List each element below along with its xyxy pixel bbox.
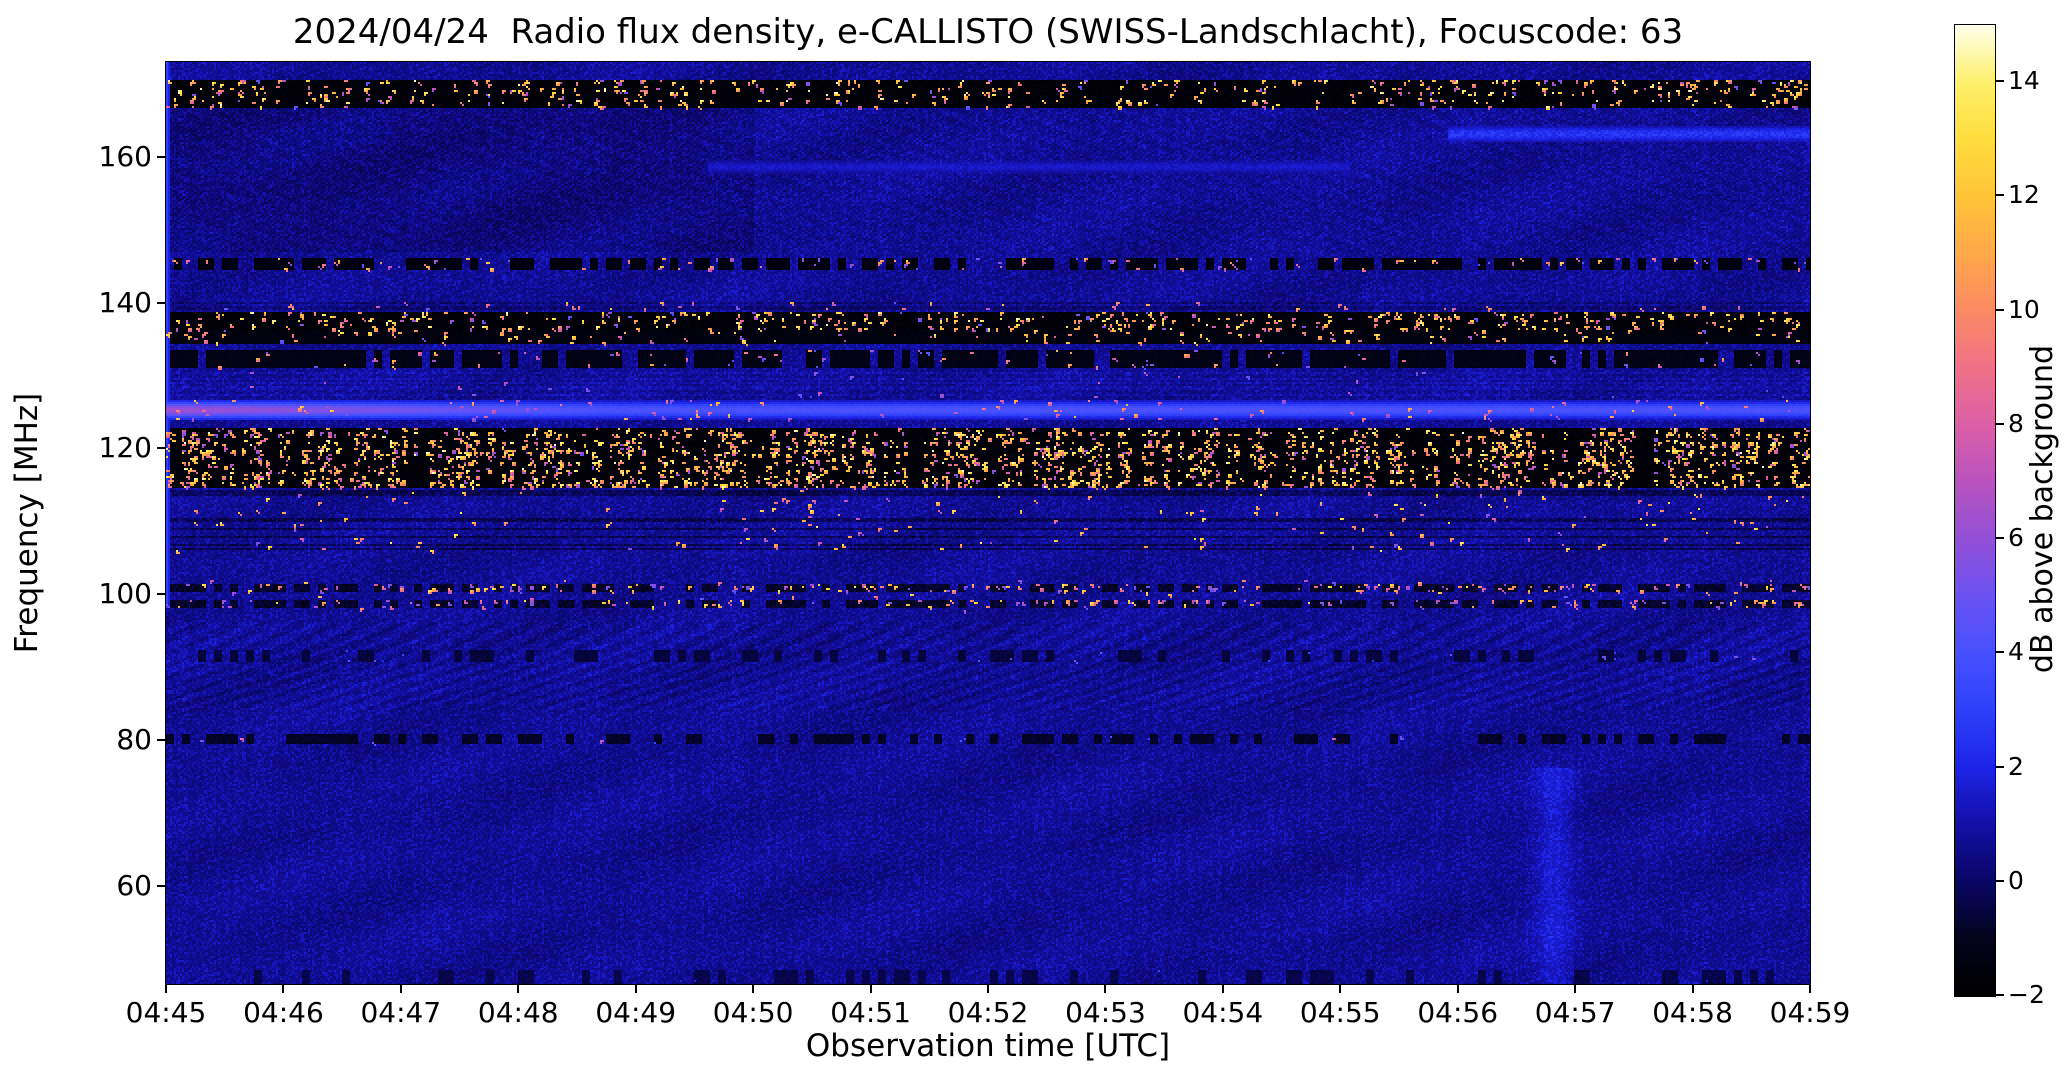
x-tick-label: 04:48 <box>477 996 559 1029</box>
y-tick-label: 160 <box>98 139 152 173</box>
colorbar-tick-mark <box>1996 80 2004 83</box>
x-tick-label: 04:52 <box>947 996 1029 1029</box>
x-tick-mark <box>987 984 989 993</box>
y-tick-mark <box>157 155 166 158</box>
x-tick-label: 04:55 <box>1299 996 1381 1029</box>
x-tick-mark <box>1221 984 1224 993</box>
x-axis-label: Observation time [UTC] <box>805 1028 1171 1064</box>
colorbar-tick-mark <box>1996 308 2004 311</box>
x-tick-label: 04:54 <box>1182 996 1264 1029</box>
y-tick-mark <box>157 301 166 304</box>
y-tick-mark <box>157 738 166 741</box>
x-tick-label: 04:47 <box>360 996 442 1029</box>
x-tick-mark <box>869 984 872 993</box>
x-tick-label: 04:57 <box>1534 996 1616 1029</box>
spectrogram-heatmap <box>166 62 1810 984</box>
y-tick-label: 120 <box>98 431 152 465</box>
x-tick-label: 04:59 <box>1769 996 1851 1029</box>
y-tick-mark <box>157 447 166 450</box>
colorbar-tick-label: 14 <box>2008 66 2040 96</box>
spectrogram-plot-area <box>165 61 1811 985</box>
chart-title: 2024/04/24 Radio flux density, e-CALLIST… <box>292 12 1684 52</box>
y-axis-label: Frequency [MHz] <box>9 392 45 654</box>
y-tick-label: 140 <box>98 285 152 319</box>
x-tick-label: 04:50 <box>712 996 794 1029</box>
colorbar-tick-mark <box>1996 194 2004 197</box>
y-tick-mark <box>157 884 166 887</box>
colorbar-tick-mark <box>1996 422 2004 425</box>
x-tick-label: 04:46 <box>243 996 324 1029</box>
colorbar-tick-mark <box>1996 879 2004 882</box>
x-tick-mark <box>1104 984 1107 993</box>
colorbar-label: dB above background <box>2025 344 2060 674</box>
colorbar-tick-mark <box>1996 994 2004 996</box>
x-tick-label: 04:51 <box>830 996 911 1029</box>
x-tick-mark <box>1456 984 1459 993</box>
x-tick-label: 04:56 <box>1417 996 1499 1029</box>
x-tick-mark <box>282 984 285 993</box>
colorbar-tick-label: 2 <box>2008 751 2024 781</box>
x-tick-mark <box>752 984 755 993</box>
x-tick-mark <box>1691 984 1694 993</box>
colorbar-tick-label: −2 <box>2008 980 2045 1009</box>
y-tick-label: 60 <box>116 868 152 902</box>
x-tick-label: 04:45 <box>125 996 207 1029</box>
y-tick-label: 80 <box>116 722 152 756</box>
x-tick-mark <box>1339 984 1342 993</box>
x-tick-mark <box>1809 984 1811 993</box>
x-tick-mark <box>1574 984 1577 993</box>
x-tick-mark <box>517 984 520 993</box>
colorbar <box>1954 24 1996 997</box>
x-tick-label: 04:58 <box>1652 996 1733 1029</box>
y-tick-mark <box>157 593 166 596</box>
colorbar-tick-mark <box>1996 765 2004 768</box>
colorbar-tick-label: 6 <box>2008 523 2024 553</box>
x-tick-mark <box>165 984 167 993</box>
colorbar-tick-label: 4 <box>2008 637 2024 667</box>
colorbar-tick-mark <box>1996 651 2004 654</box>
colorbar-tick-label: 0 <box>2008 865 2024 895</box>
colorbar-tick-label: 8 <box>2008 408 2024 438</box>
colorbar-tick-label: 12 <box>2008 180 2040 210</box>
x-tick-label: 04:53 <box>1065 996 1146 1029</box>
x-tick-mark <box>634 984 637 993</box>
x-tick-mark <box>399 984 402 993</box>
colorbar-gradient <box>1955 25 1995 996</box>
colorbar-tick-mark <box>1996 537 2004 540</box>
colorbar-tick-label: 10 <box>2008 294 2040 324</box>
y-tick-label: 100 <box>98 577 152 611</box>
x-tick-label: 04:49 <box>595 996 677 1029</box>
